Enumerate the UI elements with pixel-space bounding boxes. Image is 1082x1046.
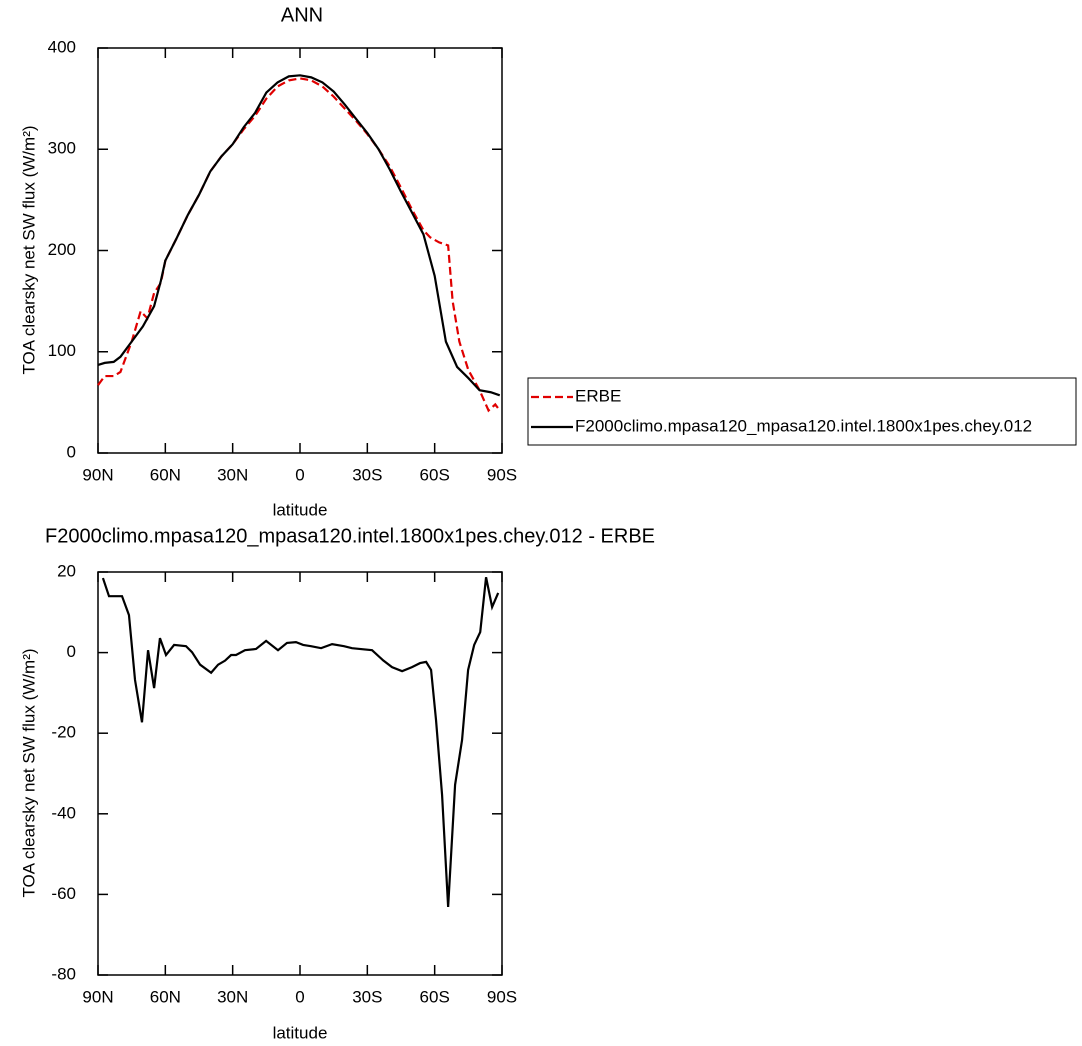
chart-title: ANN <box>281 4 323 26</box>
data-line <box>101 577 500 907</box>
x-tick-label: 30S <box>352 465 382 484</box>
y-tick-label: -20 <box>51 723 76 742</box>
x-tick-label: 90S <box>487 987 517 1006</box>
x-tick-label: 30S <box>352 987 382 1006</box>
x-tick-label: 90S <box>487 465 517 484</box>
y-axis-label: TOA clearsky net SW flux (W/m²) <box>19 125 38 374</box>
data-line <box>97 77 501 413</box>
x-tick-label: 90N <box>82 987 113 1006</box>
x-tick-label: 60S <box>420 987 450 1006</box>
y-tick-label: 100 <box>48 341 76 360</box>
y-tick-label: 200 <box>48 240 76 259</box>
x-tick-label: 30N <box>217 465 248 484</box>
y-tick-label: 0 <box>67 442 76 461</box>
y-tick-label: -60 <box>51 884 76 903</box>
y-tick-label: 20 <box>57 561 76 580</box>
x-tick-label: 30N <box>217 987 248 1006</box>
y-tick-label: 0 <box>67 642 76 661</box>
x-axis-label: latitude <box>273 1023 328 1042</box>
x-tick-label: 0 <box>295 465 304 484</box>
x-tick-label: 60S <box>420 465 450 484</box>
legend-box <box>527 377 1077 446</box>
plot-frame <box>97 47 503 454</box>
x-tick-label: 60N <box>150 987 181 1006</box>
y-tick-label: -40 <box>51 803 76 822</box>
y-axis-label: TOA clearsky net SW flux (W/m²) <box>19 648 38 897</box>
x-tick-label: 90N <box>82 465 113 484</box>
x-tick-label: 0 <box>295 987 304 1006</box>
y-tick-label: -80 <box>51 964 76 983</box>
legend-label: ERBE <box>575 386 621 405</box>
x-axis-label: latitude <box>273 500 328 519</box>
legend-label: F2000climo.mpasa120_mpasa120.intel.1800x… <box>575 416 1032 435</box>
data-line <box>97 74 501 397</box>
chart-title: F2000climo.mpasa120_mpasa120.intel.1800x… <box>45 525 655 547</box>
x-tick-label: 60N <box>150 465 181 484</box>
y-tick-label: 300 <box>48 139 76 158</box>
y-tick-label: 400 <box>48 37 76 56</box>
